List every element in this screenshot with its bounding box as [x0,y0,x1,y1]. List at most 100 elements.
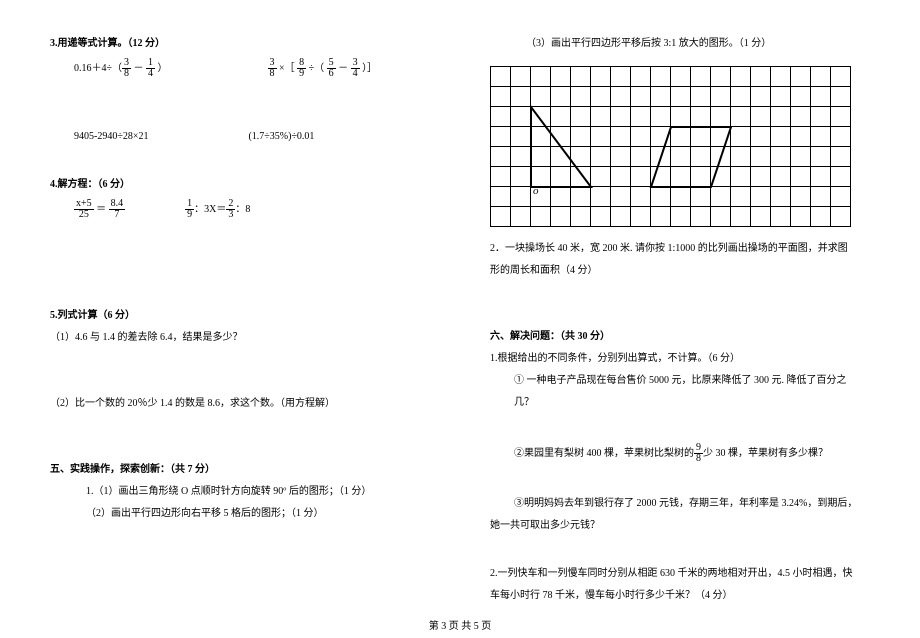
grid-cell [671,187,691,207]
grid-cell [551,147,571,167]
sec6-2b: 车每小时行 78 千米，慢车每小时行多少千米？（4 分） [490,588,875,604]
grid-cell [791,107,811,127]
grid-cell [751,67,771,87]
grid-cell [831,107,851,127]
sec5b-1: 1.（1）画出三角形绕 O 点顺时针方向旋转 90º 后的图形；（1 分） [86,484,420,500]
grid-cell [511,67,531,87]
grid-cell [551,127,571,147]
grid-cell [531,167,551,187]
grid-cell [791,67,811,87]
grid-cell [611,207,631,227]
eq4-1: x+525 ＝ 8.47 [74,199,125,220]
left-column: 3.用递等式计算。（12 分） 0.16＋4÷（38 － 14 ） 38 ×［ … [0,0,460,638]
grid-cell [791,207,811,227]
grid-cell [551,107,571,127]
grid-cell [511,147,531,167]
grid-cell [571,167,591,187]
grid-cell [671,127,691,147]
grid: o [490,66,851,227]
grid-cell [831,67,851,87]
grid-cell [711,147,731,167]
grid-cell [731,127,751,147]
grid-cell [811,127,831,147]
grid-cell [651,67,671,87]
grid-cell [791,187,811,207]
grid-cell [691,207,711,227]
eq3-2: 38 ×［ 89 ÷（ 56 － 34 ）］ [268,58,378,79]
grid-cell [531,147,551,167]
grid-cell [491,87,511,107]
grid-cell [751,87,771,107]
grid-cell [731,167,751,187]
grid-cell [511,107,531,127]
right-column: （3）画出平行四边形平移后按 3:1 放大的图形。（1 分） o 2．一块操场长… [460,0,920,638]
grid-cell [611,147,631,167]
grid-cell [691,67,711,87]
q2-a: 2．一块操场长 40 米，宽 200 米. 请你按 1:1000 的比列画出操场… [490,241,875,257]
grid-cell [491,147,511,167]
grid-cell [731,187,751,207]
grid-cell [771,127,791,147]
grid-cell [831,87,851,107]
sec6-1-1b: 几？ [514,395,875,411]
grid-cell [631,187,651,207]
grid-cell [831,127,851,147]
sec5b-title: 五、实践操作，探索创新：（共 7 分） [50,462,420,478]
grid-cell [491,67,511,87]
grid-cell [751,127,771,147]
grid-cell [751,147,771,167]
grid-cell [791,147,811,167]
page-footer: 第 3 页 共 5 页 [0,617,920,632]
grid-cell [771,147,791,167]
grid-cell [571,67,591,87]
sec5b-2: （2）画出平行四边形向右平移 5 格后的图形；（1 分） [86,506,420,522]
grid-cell [571,187,591,207]
grid-cell [811,187,831,207]
grid-cell [811,67,831,87]
grid-cell [511,187,531,207]
grid-cell [631,167,651,187]
grid-cell [711,107,731,127]
grid-cell [571,127,591,147]
grid-cell [531,127,551,147]
grid-cell [711,67,731,87]
grid-cell [831,167,851,187]
grid-cell [591,187,611,207]
grid-cell [831,207,851,227]
grid-cell [831,187,851,207]
sec3-title: 3.用递等式计算。（12 分） [50,36,420,52]
grid-cell [651,87,671,107]
grid-cell [711,207,731,227]
grid-cell [671,147,691,167]
grid-cell [711,87,731,107]
grid-cell [691,127,711,147]
grid-cell [631,207,651,227]
grid-cell [651,127,671,147]
sec6-2a: 2.一列快车和一列慢车同时分别从相距 630 千米的两地相对开出，4.5 小时相… [490,566,875,582]
grid-cell [491,207,511,227]
grid-cell [831,147,851,167]
grid-cell [491,107,511,127]
grid-cell [771,187,791,207]
grid-cell [771,67,791,87]
grid-cell [751,187,771,207]
grid-cell [591,107,611,127]
grid-cell [571,207,591,227]
sec6-1: 1.根据给出的不同条件，分别列出算式，不计算。（6 分） [490,351,875,367]
sec4-title: 4.解方程：（6 分） [50,177,420,193]
grid-cell [811,147,831,167]
grid-cell [571,87,591,107]
grid-cell [651,147,671,167]
sec6-1-2: ②果园里有梨树 400 棵，苹果树比梨树的98少 30 棵，苹果树有多少棵？ [514,443,875,464]
grid-cell [611,167,631,187]
sec5-2: （2）比一个数的 20％少 1.4 的数是 8.6，求这个数。（用方程解） [50,396,420,412]
grid-cell [511,127,531,147]
grid-cell [671,167,691,187]
eq3-1: 0.16＋4÷（38 － 14 ） [74,58,168,79]
grid-cell [611,87,631,107]
grid-cell [571,107,591,127]
sec5-title: 5.列式计算（6 分） [50,308,420,324]
grid-cell [731,87,751,107]
grid-cell [731,147,751,167]
grid-cell [591,67,611,87]
